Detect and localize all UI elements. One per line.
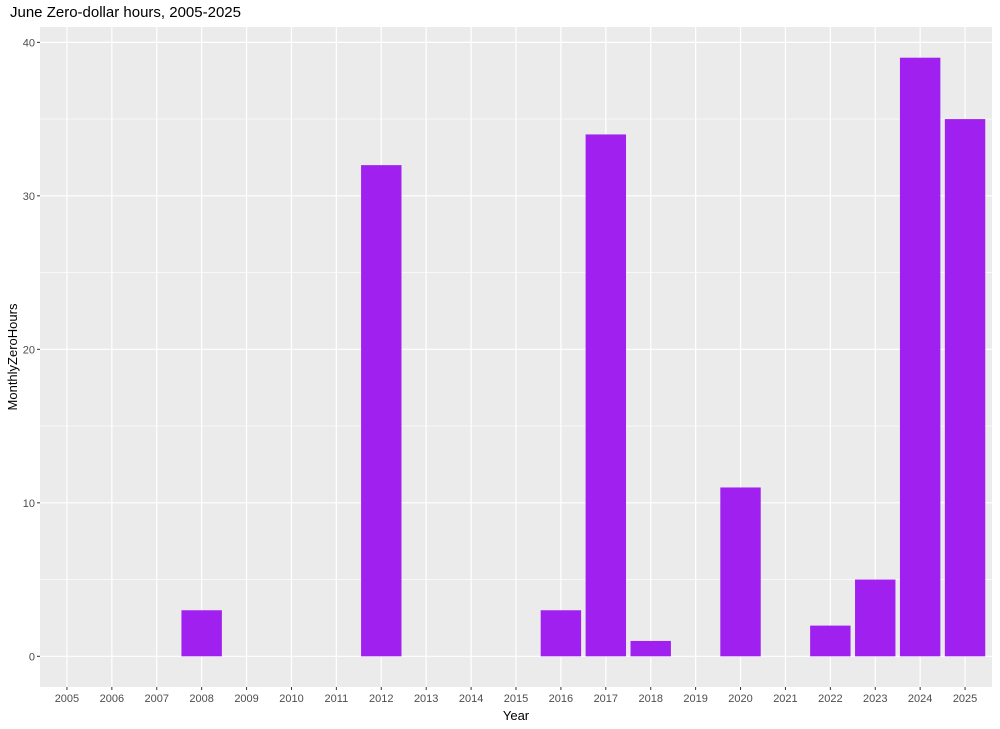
y-axis: 0 10 20 30 40: [23, 37, 40, 663]
x-tick-label: 2012: [369, 693, 393, 705]
x-tick-label: 2019: [683, 693, 707, 705]
chart-title: June Zero-dollar hours, 2005-2025: [10, 4, 241, 21]
x-tick-label: 2007: [145, 693, 169, 705]
x-axis-title: Year: [503, 708, 530, 723]
x-tick-label: 2010: [279, 693, 303, 705]
bar-2022: [810, 625, 851, 657]
bar-2017: [585, 134, 627, 657]
x-tick-label: 2015: [504, 693, 528, 705]
x-tick-label: 2008: [189, 693, 213, 705]
x-tick-label: 2006: [100, 693, 124, 705]
major-gridlines: [40, 27, 992, 687]
bar-2020: [720, 487, 761, 657]
bars-group: [181, 57, 986, 657]
bar-2018: [630, 640, 671, 657]
bar-2023: [855, 579, 896, 657]
x-tick-label: 2011: [325, 693, 349, 705]
x-tick-label: 2018: [638, 693, 662, 705]
y-tick-label: 40: [23, 37, 35, 49]
x-tick-label: 2024: [908, 693, 932, 705]
x-axis: 2005 2006 2007 2008 2009 2010 2011 2012 2013 2014…: [55, 687, 977, 705]
x-tick-label: 2013: [414, 693, 438, 705]
x-tick-label: 2023: [863, 693, 887, 705]
x-tick-label: 2017: [594, 693, 618, 705]
x-tick-label: 2016: [549, 693, 573, 705]
y-tick-label: 20: [23, 344, 35, 356]
x-tick-label: 2025: [953, 693, 977, 705]
y-tick-label: 10: [23, 498, 35, 510]
x-tick-label: 2021: [773, 693, 797, 705]
x-tick-label: 2020: [728, 693, 752, 705]
bar-2025: [944, 119, 986, 657]
y-tick-label: 30: [23, 191, 35, 203]
bar-2008: [181, 610, 222, 657]
x-tick-label: 2014: [459, 693, 483, 705]
x-tick-label: 2009: [234, 693, 258, 705]
y-tick-label: 0: [29, 651, 35, 663]
bar-2024: [899, 57, 941, 657]
x-tick-label: 2022: [818, 693, 842, 705]
bar-2016: [540, 610, 582, 657]
bar-2012: [361, 165, 402, 657]
y-axis-title: MonthlyZeroHours: [5, 303, 20, 410]
x-tick-label: 2005: [55, 693, 79, 705]
